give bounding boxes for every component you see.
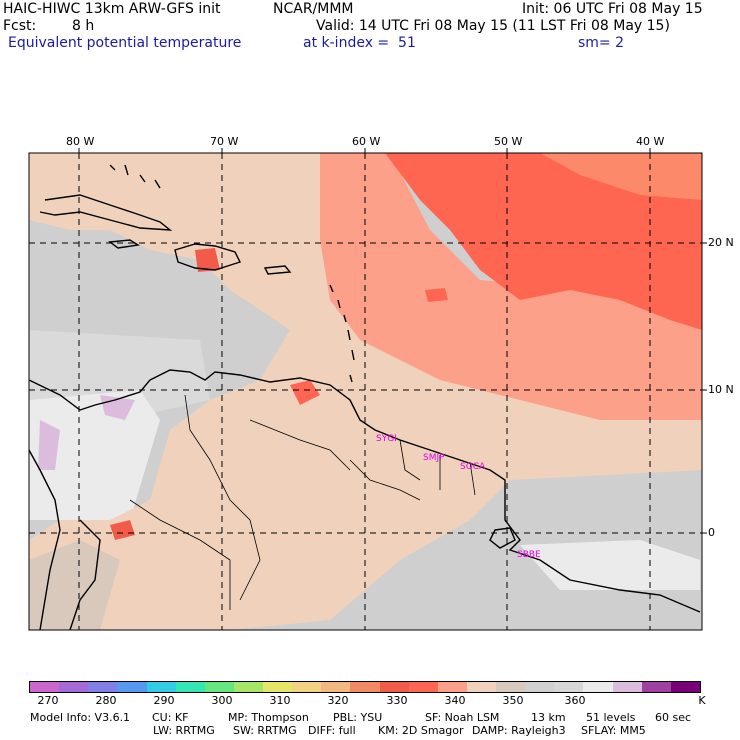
field-region-365	[38, 420, 60, 470]
init-time: Init: 06 UTC Fri 08 May 15	[522, 1, 703, 17]
graticule	[29, 153, 702, 630]
colorbar-swatch-16	[496, 682, 526, 692]
footer-pbl: PBL: YSU	[333, 711, 383, 724]
colorbar-swatch-10	[321, 682, 351, 692]
cbar-label-270: 270	[37, 694, 59, 707]
colorbar-swatch-22	[670, 682, 700, 692]
cbar-label-360: 360	[564, 694, 586, 707]
footer-diff: DIFF: full	[308, 724, 356, 737]
colorbar-swatch-1	[59, 682, 89, 692]
lat-label-20n: 20 N	[708, 236, 734, 249]
level-index: at k-index = 51	[303, 35, 416, 51]
field-region-335	[540, 153, 702, 200]
footer-km: KM: 2D Smagor	[378, 724, 464, 737]
colorbar	[29, 681, 701, 693]
colorbar-swatch-15	[466, 682, 496, 692]
lon-label-60w: 60 W	[352, 135, 381, 148]
footer-lw: LW: RRTMG	[153, 724, 215, 737]
colorbar-swatch-21	[641, 682, 671, 692]
station-soca: SOCA	[460, 462, 486, 472]
colorbar-swatch-7	[233, 682, 263, 692]
colorbar-swatch-4	[146, 682, 176, 692]
colorbar-swatch-17	[525, 682, 555, 692]
valid-time: Valid: 14 UTC Fri 08 May 15 (11 LST Fri …	[316, 18, 670, 34]
cbar-label-340: 340	[444, 694, 466, 707]
colorbar-swatch-14	[437, 682, 467, 692]
cbar-label-330: 330	[386, 694, 408, 707]
colorbar-swatch-3	[117, 682, 147, 692]
footer-sf: SF: Noah LSM	[425, 711, 500, 724]
field-spot-c	[110, 520, 135, 540]
footer-levels: 51 levels	[586, 711, 636, 724]
field-name: Equivalent potential temperature	[8, 35, 242, 51]
footer-cu: CU: KF	[152, 711, 189, 724]
model-title: HAIC-HIWC 13km ARW-GFS init	[3, 1, 221, 17]
lon-label-40w: 40 W	[636, 135, 665, 148]
footer-sw: SW: RRTMG	[233, 724, 297, 737]
smoothing: sm= 2	[578, 35, 625, 51]
station-sygi: SYGI	[376, 434, 397, 444]
forecast-hour: 8 h	[72, 18, 95, 34]
cbar-label-310: 310	[269, 694, 291, 707]
colorbar-swatch-19	[583, 682, 613, 692]
colorbar-swatch-13	[408, 682, 438, 692]
map-frame	[28, 152, 703, 631]
footer-resolution: 13 km	[531, 711, 566, 724]
field-region-330	[385, 153, 702, 330]
colorbar-swatch-2	[88, 682, 118, 692]
footer-sflay: SFLAY: MM5	[581, 724, 646, 737]
colorbar-swatch-0	[30, 682, 60, 692]
colorbar-swatch-12	[379, 682, 409, 692]
cbar-unit: K	[698, 694, 706, 707]
cbar-label-280: 280	[95, 694, 117, 707]
org-label: NCAR/MMM	[273, 1, 354, 17]
field-spot-d	[195, 248, 220, 272]
colorbar-swatch-5	[175, 682, 205, 692]
borders	[129, 394, 476, 610]
lon-label-70w: 70 W	[210, 135, 239, 148]
field-spot-a	[290, 380, 320, 405]
forecast-label: Fcst:	[3, 18, 37, 34]
field-region-360	[29, 390, 160, 520]
cbar-label-350: 350	[502, 694, 524, 707]
axis-ticks	[78, 148, 707, 534]
cbar-label-300: 300	[211, 694, 233, 707]
colorbar-swatch-8	[263, 682, 293, 692]
footer-mp: MP: Thompson	[228, 711, 309, 724]
lat-label-10n: 10 N	[708, 383, 734, 396]
station-sbbe: SBBE	[517, 550, 541, 560]
footer-damp: DAMP: Rayleigh3	[472, 724, 566, 737]
colorbar-swatch-18	[554, 682, 584, 692]
footer-timestep: 60 sec	[655, 711, 692, 724]
colorbar-swatch-20	[612, 682, 642, 692]
colorbar-swatch-11	[350, 682, 380, 692]
lon-label-50w: 50 W	[494, 135, 523, 148]
footer-model-info: Model Info: V3.6.1	[30, 711, 131, 724]
field-region-345	[29, 153, 702, 630]
colorbar-swatch-6	[204, 682, 234, 692]
station-smjp: SMJP	[423, 453, 445, 463]
lat-label-0: 0	[708, 526, 715, 539]
field-spot-b	[425, 288, 448, 302]
colorbar-swatch-9	[292, 682, 322, 692]
cbar-label-290: 290	[153, 694, 175, 707]
lon-label-80w: 80 W	[66, 135, 95, 148]
cbar-label-320: 320	[327, 694, 349, 707]
